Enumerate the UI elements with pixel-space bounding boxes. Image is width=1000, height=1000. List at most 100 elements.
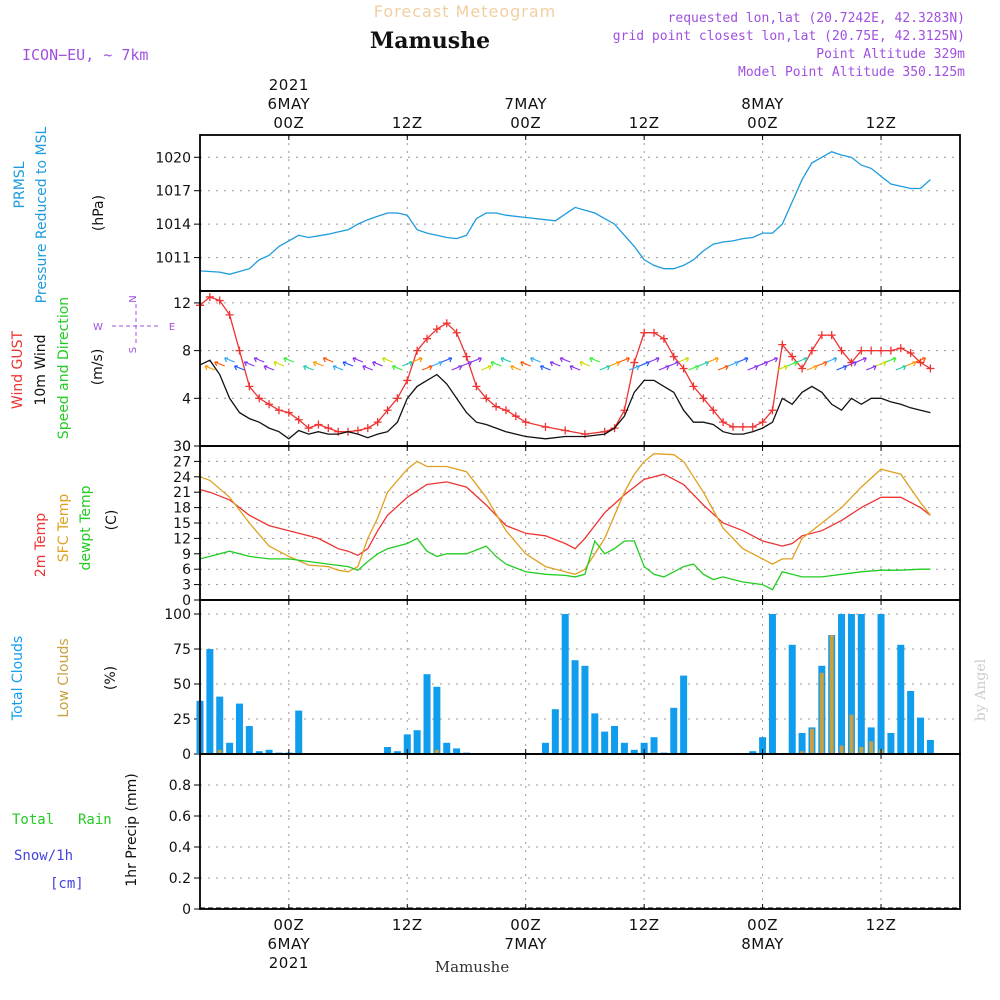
rain-label: Rain: [78, 812, 112, 828]
wind-arrow: [599, 365, 611, 371]
bottom-time-label: 00Z: [273, 916, 304, 934]
precip-unit: 1hr Precip (mm): [124, 773, 140, 886]
gust-marker: [235, 346, 244, 355]
gust-marker: [679, 364, 688, 373]
gust-marker: [659, 334, 668, 343]
bar-total-clouds: [245, 726, 253, 754]
wind-arrow: [648, 357, 660, 363]
cloud-labels: Total Clouds Low Clouds (%): [10, 636, 119, 721]
gust-marker: [314, 420, 323, 429]
bar-total-clouds: [591, 713, 599, 754]
panel-0: 1011 1014 1017 1020: [155, 134, 961, 292]
bar-total-clouds: [255, 751, 263, 754]
gust-marker: [768, 406, 777, 415]
y-tick-label: 0.2: [169, 871, 191, 887]
wind-arrow: [461, 361, 473, 367]
y-tick-label: 24: [173, 470, 191, 486]
wind-arrow: [629, 365, 640, 371]
gust-marker: [413, 346, 422, 355]
panel-frame: [199, 134, 961, 292]
bar-low-clouds: [829, 635, 834, 754]
snow-label: Snow/1h: [14, 848, 73, 864]
bar-total-clouds: [798, 733, 806, 754]
gust-marker: [353, 426, 362, 435]
gust-marker: [501, 406, 510, 415]
bar-total-clouds: [433, 686, 441, 754]
wind-arrow: [481, 365, 492, 371]
panel-3: 0 25 50 75 100: [164, 599, 961, 763]
bar-total-clouds: [877, 614, 885, 754]
wind-arrow: [569, 365, 581, 371]
gust-marker: [719, 418, 728, 427]
bar-total-clouds: [206, 649, 214, 754]
wind-arrow: [895, 365, 907, 371]
requested-coords: requested lon,lat (20.7242E, 42.3283N): [668, 11, 965, 26]
bar-low-clouds: [434, 749, 439, 754]
wind-arrow: [737, 357, 749, 363]
wind-arrow: [263, 365, 275, 371]
gust-marker: [462, 352, 471, 361]
bar-low-clouds: [859, 747, 864, 754]
total-clouds-label: Total Clouds: [10, 636, 26, 721]
panel-frame: [199, 753, 961, 910]
wind-arrow: [915, 357, 927, 363]
bar-total-clouds: [867, 727, 875, 754]
y-tick-label: 50: [173, 677, 191, 693]
bar-total-clouds: [601, 731, 609, 754]
wind-arrow: [451, 365, 463, 371]
y-tick-label: 0: [182, 439, 191, 455]
wind-arrow: [352, 357, 364, 363]
top-time-label: 00Z: [273, 114, 304, 132]
location-title: Mamushe: [370, 28, 490, 54]
y-tick-label: 0.6: [169, 809, 191, 825]
wind-arrow: [283, 357, 295, 363]
wind-arrow: [253, 357, 265, 363]
gust-marker: [363, 424, 372, 433]
gust-marker: [867, 346, 876, 355]
bar-total-clouds: [611, 726, 619, 754]
wind-arrow: [510, 365, 522, 371]
bottom-time-label: 8MAY: [741, 935, 784, 953]
bar-total-clouds: [561, 614, 569, 754]
gust-marker: [225, 310, 234, 319]
gust-marker: [245, 382, 254, 391]
gust-marker: [699, 394, 708, 403]
bottom-time-label: 6MAY: [267, 935, 310, 953]
wind-arrow: [708, 357, 719, 363]
y-tick-label: 6: [182, 562, 191, 578]
series-line-wind-gust: [199, 296, 931, 435]
sfc-label: SFC Temp: [56, 494, 72, 563]
top-time-label: 12Z: [392, 114, 423, 132]
gust-marker: [482, 394, 491, 403]
gust-marker: [798, 364, 807, 373]
pressure-label-long: Pressure Reduced to MSL: [34, 126, 50, 303]
bar-total-clouds: [216, 696, 224, 754]
compass-s: S: [128, 347, 139, 353]
gust-marker: [778, 340, 787, 349]
bar-total-clouds: [907, 691, 915, 754]
bar-total-clouds: [680, 675, 688, 754]
t2m-label: 2m Temp: [33, 513, 49, 577]
wind-arrow: [856, 357, 867, 363]
wind-arrow: [826, 357, 838, 363]
wind-arrow: [905, 361, 917, 367]
wind-arrow: [579, 361, 591, 367]
bottom-time-label: 00Z: [747, 916, 778, 934]
gust-marker: [255, 394, 264, 403]
wind-arrow: [243, 361, 255, 367]
gust-marker: [709, 406, 718, 415]
gust-marker: [827, 331, 836, 340]
wind-arrow: [273, 361, 285, 367]
wind-arrow: [786, 361, 798, 367]
wind-arrow: [441, 357, 453, 363]
y-tick-label: 30: [173, 439, 191, 455]
series-line-prmsl: [199, 150, 931, 275]
gust-marker: [877, 346, 886, 355]
gust-marker: [650, 328, 659, 337]
gust-marker: [294, 415, 303, 424]
gust-marker: [511, 412, 520, 421]
grid-point-coords: grid point closest lon,lat (20.75E, 42.3…: [613, 29, 965, 44]
model-label: ICON−EU, ~ 7km: [22, 46, 148, 64]
pressure-labels: PRMSL Pressure Reduced to MSL (hPa): [12, 126, 107, 303]
